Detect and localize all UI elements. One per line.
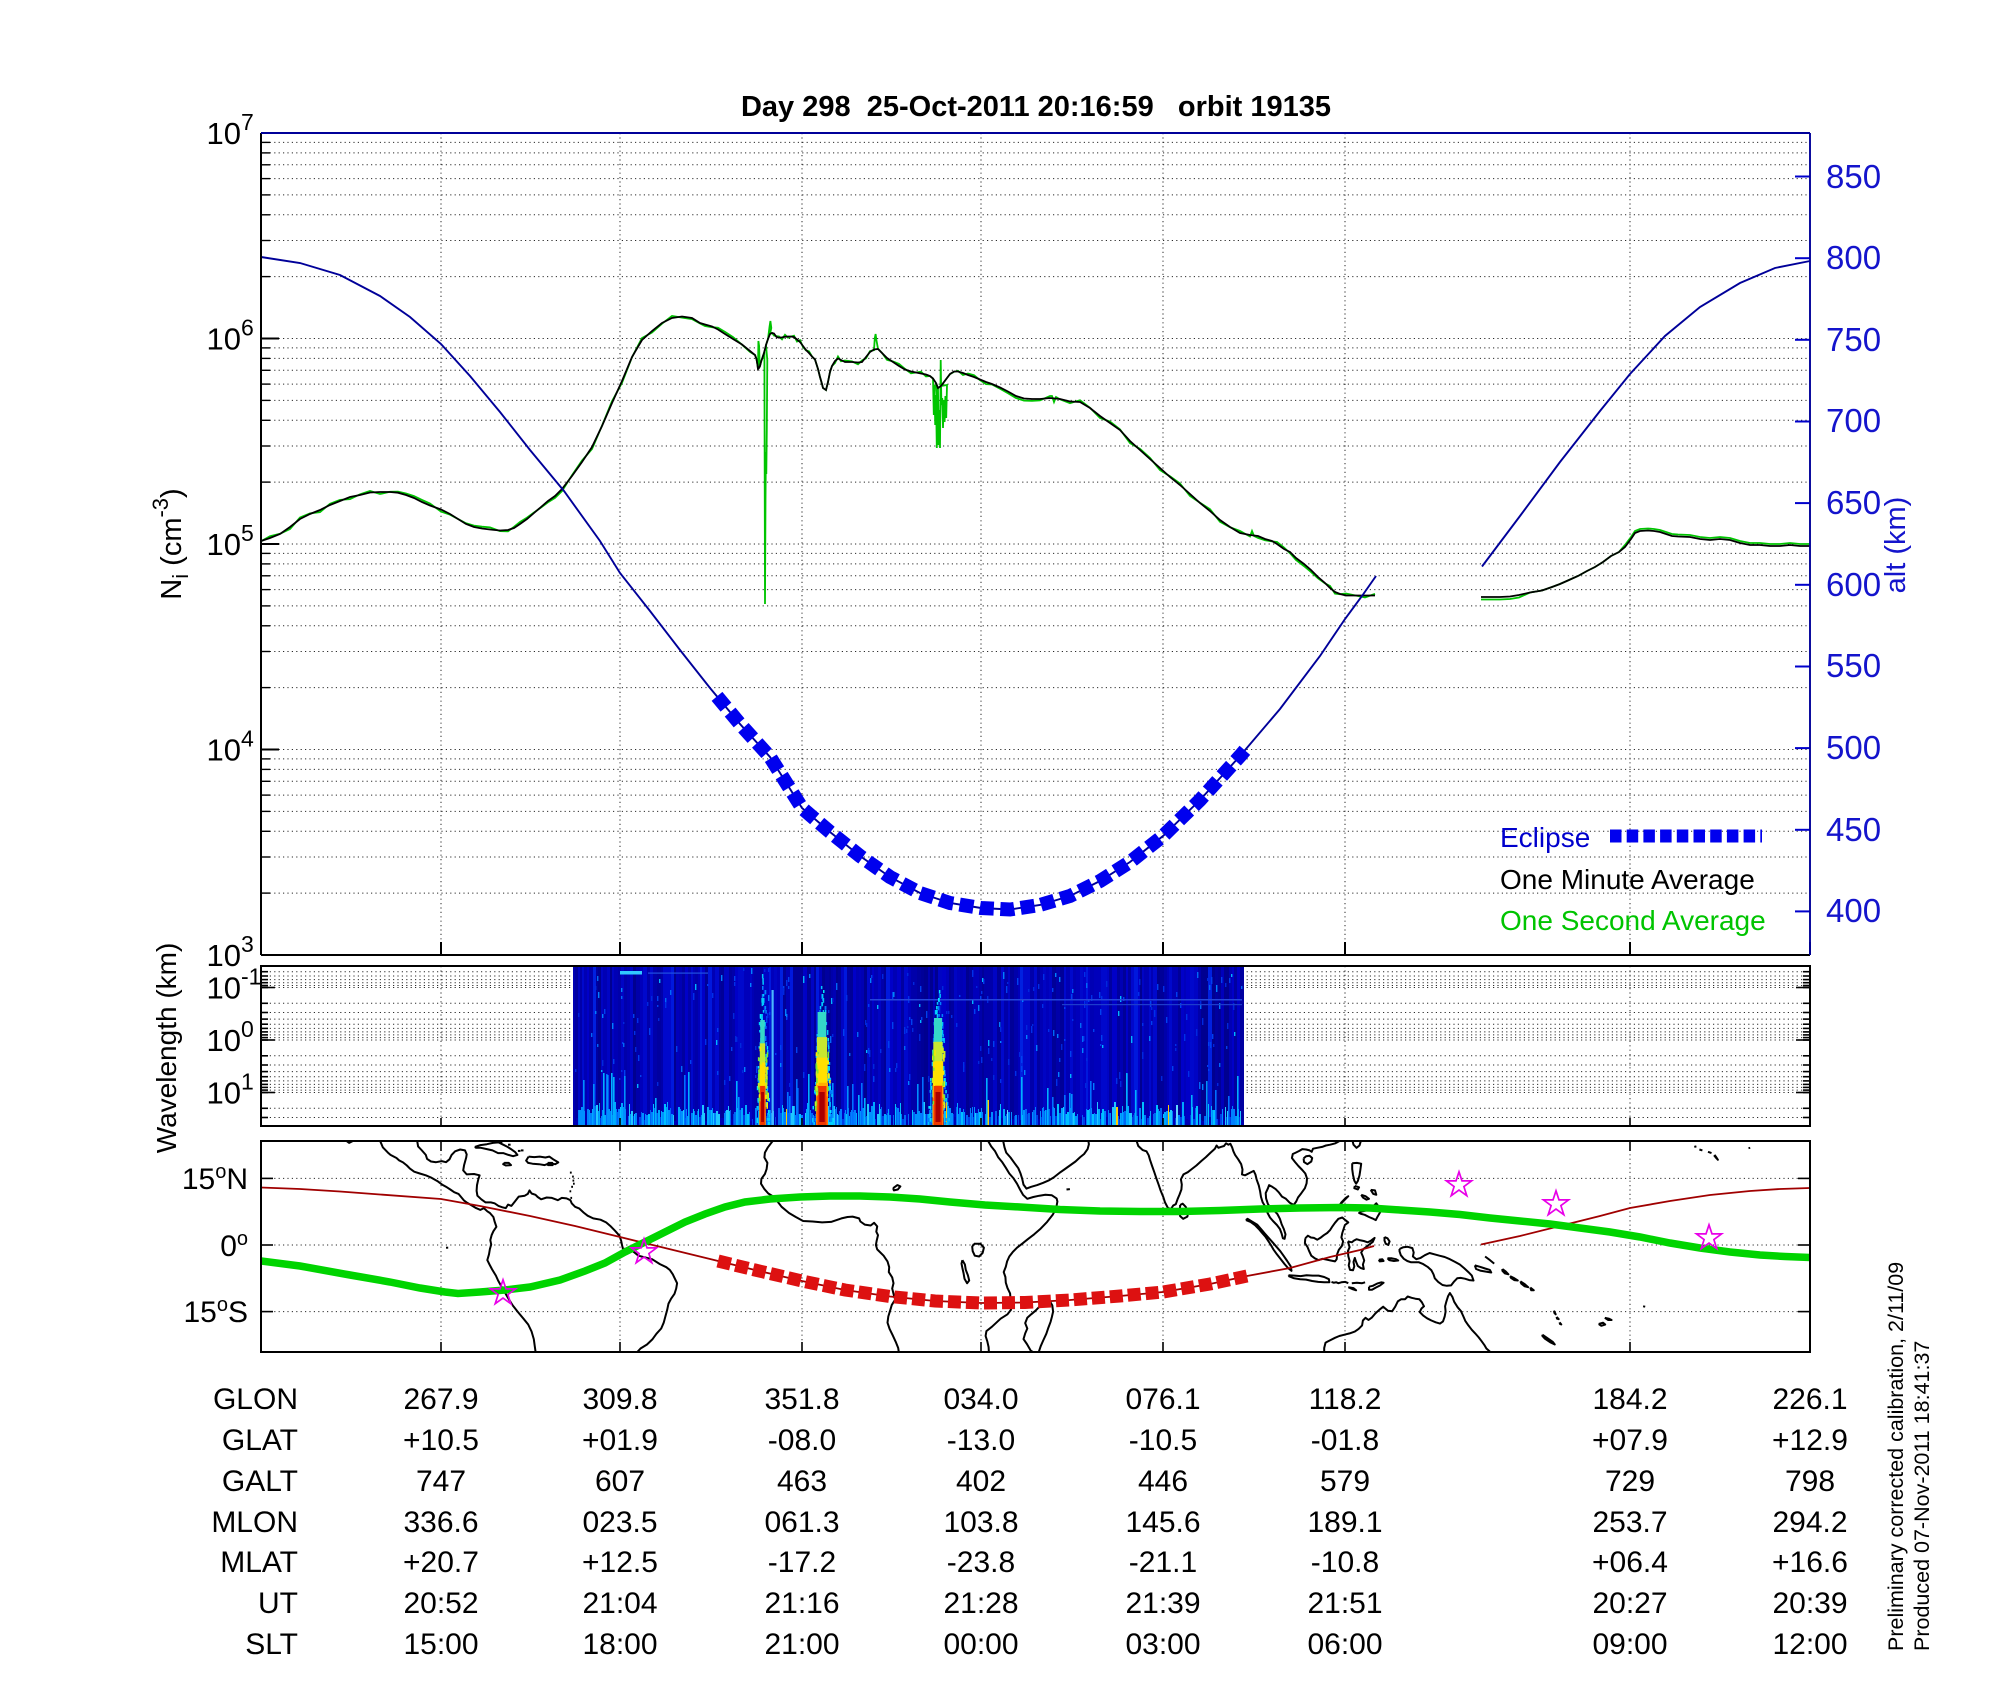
svg-text:alt (km): alt (km) [1880,497,1912,594]
svg-text:15oS: 15oS [183,1294,248,1329]
svg-text:GLON: GLON [213,1383,298,1416]
svg-text:-23.8: -23.8 [947,1546,1015,1579]
svg-text:20:52: 20:52 [403,1587,478,1620]
svg-text:-13.0: -13.0 [947,1424,1015,1457]
svg-text:800: 800 [1826,239,1881,276]
svg-text:+01.9: +01.9 [582,1424,658,1457]
svg-text:267.9: 267.9 [403,1383,478,1416]
svg-text:145.6: 145.6 [1125,1506,1200,1539]
svg-text:+20.7: +20.7 [403,1546,479,1579]
svg-text:10: 10 [207,1076,241,1111]
svg-text:7: 7 [241,109,254,135]
svg-text:10: 10 [207,116,241,151]
svg-text:+16.6: +16.6 [1772,1546,1848,1579]
svg-text:+12.5: +12.5 [582,1546,658,1579]
svg-text:10: 10 [207,322,241,357]
svg-text:446: 446 [1138,1465,1188,1498]
svg-text:294.2: 294.2 [1772,1506,1847,1539]
svg-text:+12.9: +12.9 [1772,1424,1848,1457]
svg-text:Wavelength (km): Wavelength (km) [151,943,182,1154]
svg-text:750: 750 [1826,321,1881,358]
svg-text:+06.4: +06.4 [1592,1546,1668,1579]
svg-text:21:04: 21:04 [582,1587,657,1620]
svg-text:5: 5 [241,520,254,546]
svg-text:03:00: 03:00 [1125,1628,1200,1661]
svg-text:023.5: 023.5 [582,1506,657,1539]
svg-text:MLAT: MLAT [220,1546,298,1579]
svg-text:729: 729 [1605,1465,1655,1498]
svg-text:3: 3 [241,931,254,957]
svg-text:Eclipse: Eclipse [1500,822,1590,853]
svg-text:034.0: 034.0 [943,1383,1018,1416]
svg-text:061.3: 061.3 [764,1506,839,1539]
svg-text:351.8: 351.8 [764,1383,839,1416]
svg-text:0: 0 [241,1016,254,1042]
svg-text:076.1: 076.1 [1125,1383,1200,1416]
svg-text:06:00: 06:00 [1307,1628,1382,1661]
svg-text:309.8: 309.8 [582,1383,657,1416]
svg-text:Produced 07-Nov-2011 18:41:37: Produced 07-Nov-2011 18:41:37 [1910,1341,1934,1651]
svg-text:226.1: 226.1 [1772,1383,1847,1416]
svg-text:402: 402 [956,1465,1006,1498]
svg-text:600: 600 [1826,566,1881,603]
svg-text:189.1: 189.1 [1307,1506,1382,1539]
svg-text:+07.9: +07.9 [1592,1424,1668,1457]
svg-text:18:00: 18:00 [582,1628,657,1661]
svg-text:09:00: 09:00 [1592,1628,1667,1661]
svg-text:21:39: 21:39 [1125,1587,1200,1620]
svg-text:500: 500 [1826,729,1881,766]
svg-text:607: 607 [595,1465,645,1498]
svg-text:-1: -1 [241,964,261,990]
svg-text:GLAT: GLAT [222,1424,298,1457]
svg-text:15:00: 15:00 [403,1628,478,1661]
svg-text:450: 450 [1826,811,1881,848]
svg-text:1: 1 [241,1069,254,1095]
svg-text:Preliminary corrected calibrat: Preliminary corrected calibration, 2/11/… [1884,1262,1908,1651]
svg-text:650: 650 [1826,484,1881,521]
svg-text:21:16: 21:16 [764,1587,839,1620]
svg-text:10: 10 [207,527,241,562]
svg-text:-08.0: -08.0 [768,1424,836,1457]
svg-text:253.7: 253.7 [1592,1506,1667,1539]
svg-text:21:28: 21:28 [943,1587,1018,1620]
svg-text:00:00: 00:00 [943,1628,1018,1661]
svg-text:184.2: 184.2 [1592,1383,1667,1416]
svg-text:463: 463 [777,1465,827,1498]
svg-text:-17.2: -17.2 [768,1546,836,1579]
svg-text:103.8: 103.8 [943,1506,1018,1539]
svg-text:One Second Average: One Second Average [1500,905,1766,936]
svg-text:20:39: 20:39 [1772,1587,1847,1620]
svg-text:6: 6 [241,315,254,341]
svg-text:-21.1: -21.1 [1129,1546,1197,1579]
svg-text:10: 10 [207,971,241,1006]
svg-text:10: 10 [207,938,241,973]
svg-text:One Minute Average: One Minute Average [1500,864,1755,895]
svg-text:747: 747 [416,1465,466,1498]
svg-text:579: 579 [1320,1465,1370,1498]
svg-text:21:51: 21:51 [1307,1587,1382,1620]
svg-text:550: 550 [1826,647,1881,684]
svg-text:850: 850 [1826,158,1881,195]
svg-text:Day 298 25-Oct-2011 20:16:59: Day 298 25-Oct-2011 20:16:59 orbit 19135 [741,91,1331,123]
svg-text:336.6: 336.6 [403,1506,478,1539]
svg-text:15oN: 15oN [182,1161,248,1196]
svg-text:21:00: 21:00 [764,1628,839,1661]
svg-text:-01.8: -01.8 [1311,1424,1379,1457]
svg-text:10: 10 [207,1023,241,1058]
svg-text:10: 10 [207,733,241,768]
svg-text:118.2: 118.2 [1309,1383,1382,1416]
svg-text:798: 798 [1785,1465,1835,1498]
svg-text:-10.8: -10.8 [1311,1546,1379,1579]
svg-text:20:27: 20:27 [1592,1587,1667,1620]
svg-text:12:00: 12:00 [1772,1628,1847,1661]
svg-text:UT: UT [258,1587,298,1620]
svg-text:-10.5: -10.5 [1129,1424,1197,1457]
svg-text:+10.5: +10.5 [403,1424,479,1457]
svg-text:MLON: MLON [211,1506,298,1539]
svg-text:400: 400 [1826,892,1881,929]
svg-text:700: 700 [1826,402,1881,439]
svg-text:SLT: SLT [245,1628,298,1661]
svg-text:4: 4 [241,726,254,752]
svg-text:GALT: GALT [222,1465,298,1498]
